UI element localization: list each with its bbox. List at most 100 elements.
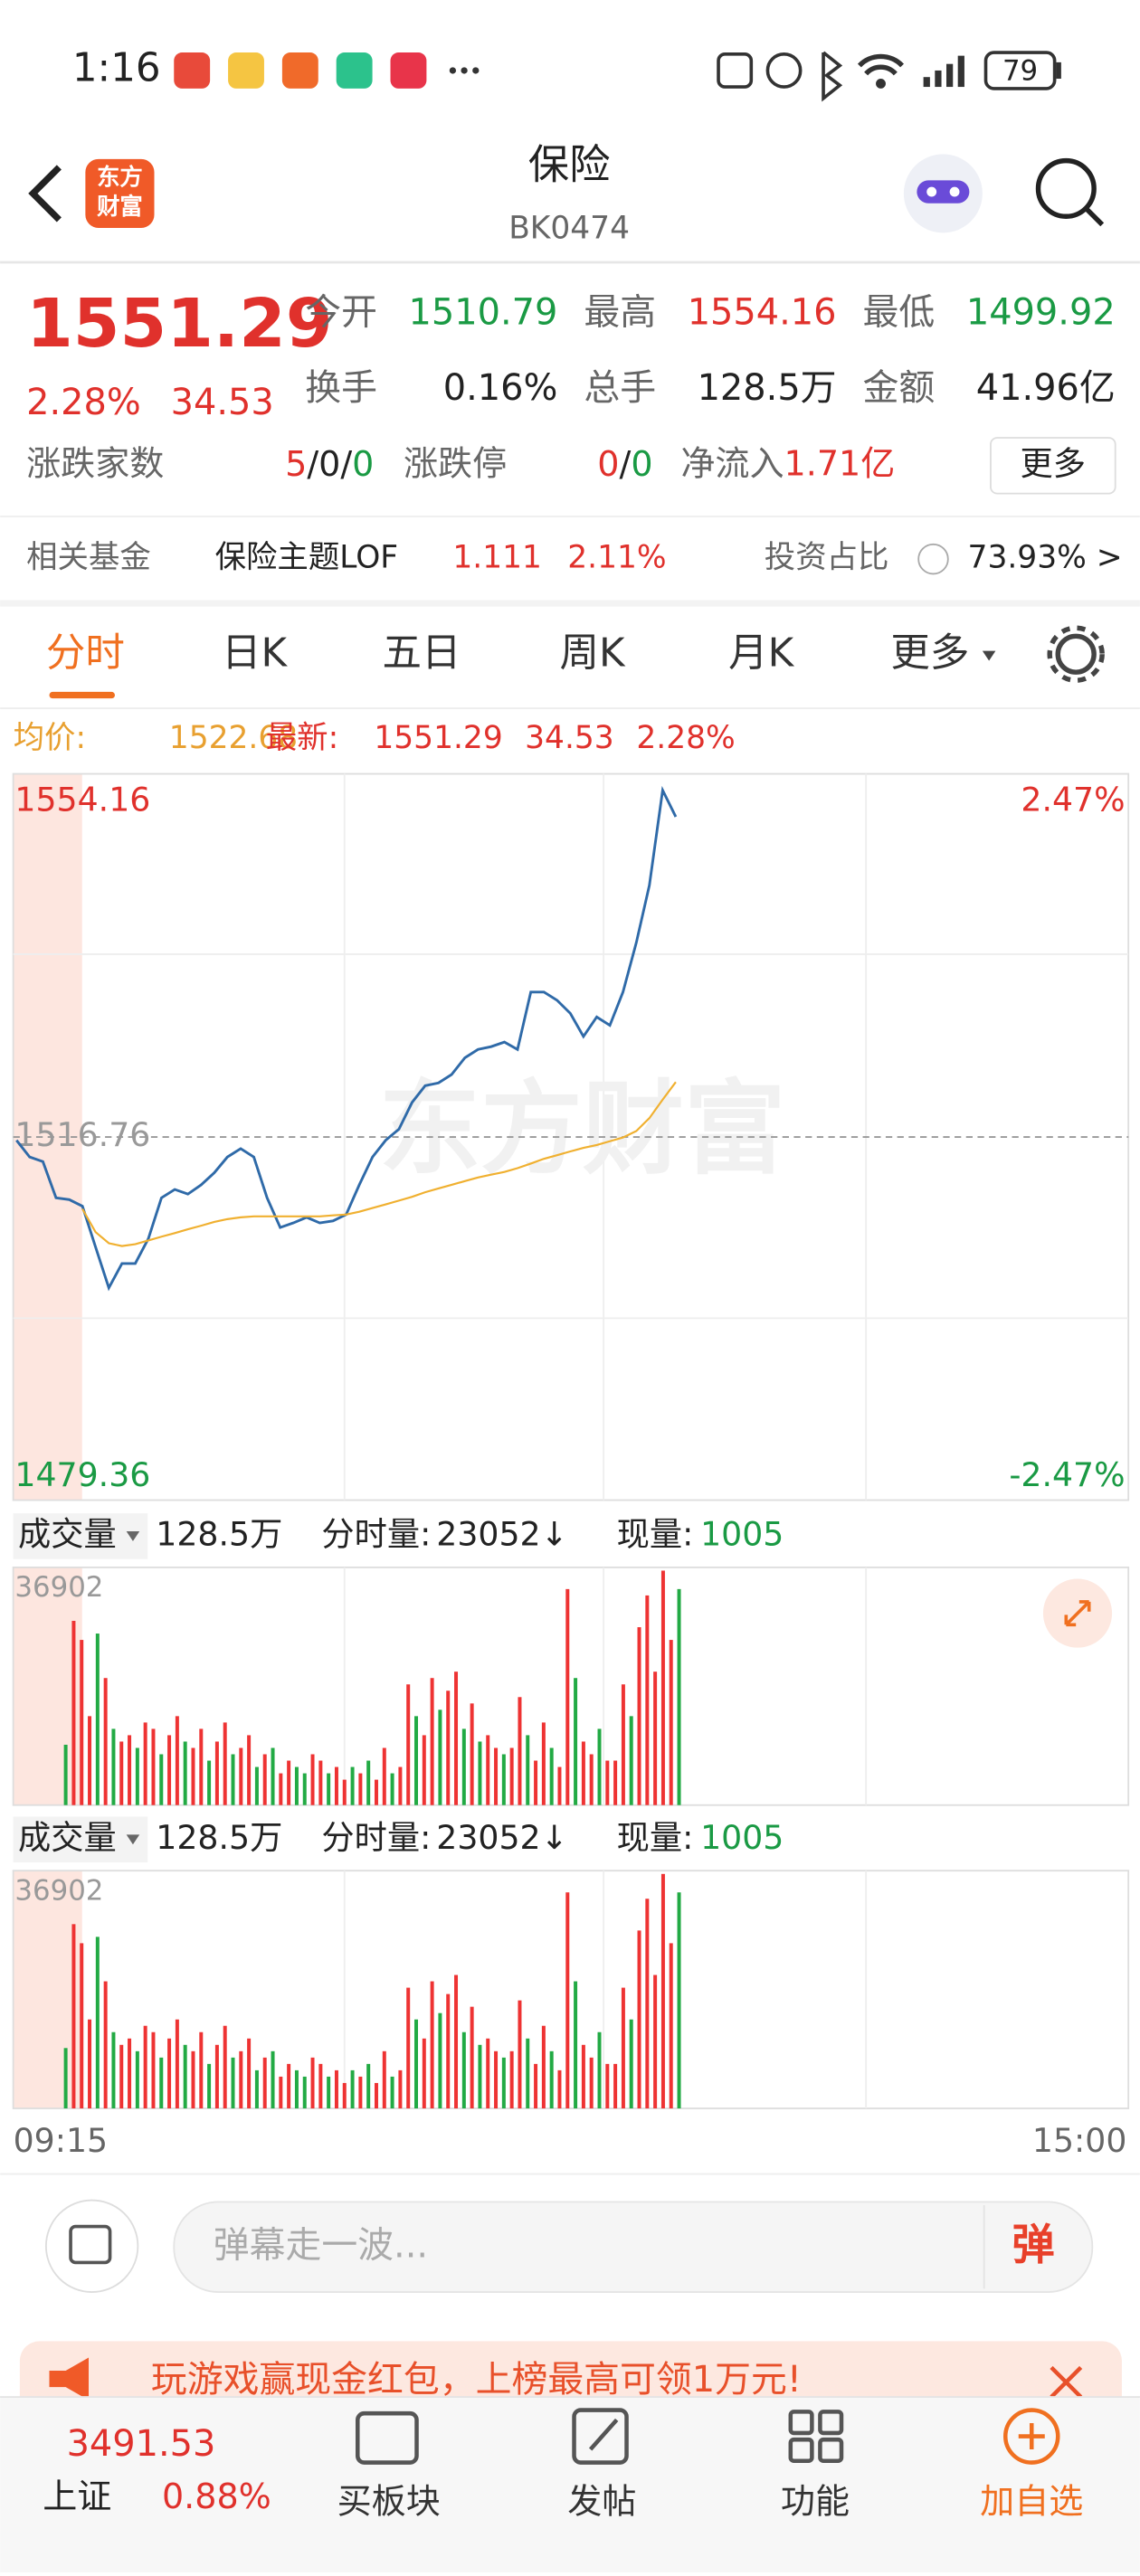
nav-item[interactable]: 功能 [781, 2481, 850, 2521]
volume-bar [438, 1709, 442, 1805]
volume-bar [327, 2076, 331, 2109]
stats: 今开 1510.79 最高 1554.16 最低 1499.92 换手 0.16% 总手 128.… [305, 292, 1115, 409]
stat-value: 0/0 [597, 443, 652, 483]
nav-item[interactable]: 加自选 [980, 2481, 1083, 2521]
volume-bar [310, 1754, 315, 1805]
tab[interactable]: 更多 [890, 631, 969, 677]
tab[interactable]: 分时 [46, 631, 125, 677]
volume-bar [629, 1716, 633, 1805]
volume-bar [549, 2050, 554, 2109]
tab[interactable]: 月K [728, 631, 794, 677]
current-volume: 1005 [700, 1514, 784, 1553]
ratio-value[interactable]: 73.93% > [968, 540, 1123, 576]
volume-bar [287, 1760, 291, 1805]
volume-bar [438, 2012, 442, 2109]
expand-button[interactable] [1042, 1578, 1113, 1648]
separator: / [619, 443, 631, 483]
volume-bar [478, 1741, 482, 1805]
volume-bar [645, 1899, 650, 2109]
index-value[interactable]: 3491.53 [67, 2423, 216, 2465]
volume-bar [374, 2082, 378, 2109]
period-volume: 23052↓ [436, 1514, 568, 1553]
tab[interactable]: 五日 [382, 631, 461, 677]
nav-item[interactable]: 发帖 [567, 2481, 636, 2521]
volume-bar [214, 1741, 219, 1805]
stat-value: 1.71亿 [784, 443, 896, 483]
volume-bar [103, 1678, 108, 1805]
volume-bar [135, 2050, 139, 2109]
logo-text: 财富 [97, 193, 143, 220]
last-pct: 2.28% [636, 720, 735, 756]
volume-label-box[interactable] [13, 1513, 148, 1559]
stat-value: 5/0/0 [285, 443, 374, 483]
stat-label: 换手 [305, 367, 377, 409]
search-button[interactable] [1035, 157, 1105, 227]
volume-bar [534, 2063, 538, 2109]
volume-bar [470, 1703, 474, 1805]
logo[interactable] [85, 158, 155, 228]
tab[interactable]: 日K [222, 631, 288, 677]
volume-bar [191, 2050, 195, 2109]
volume-panel [12, 1870, 1130, 2109]
index-pct[interactable]: 0.88% [162, 2477, 271, 2516]
tab[interactable]: 周K [559, 631, 625, 677]
ad-close[interactable] [1050, 2365, 1083, 2399]
volume-bar [541, 1722, 546, 1805]
volume-bar [494, 2050, 499, 2109]
volume-bar [574, 1981, 578, 2109]
volume-bar [128, 2038, 132, 2109]
volume-bar [637, 1627, 641, 1805]
x-tick-label: 09:15 [14, 2121, 108, 2160]
help-icon[interactable] [917, 543, 949, 575]
y-tick-label: 1479.36 [14, 1455, 150, 1494]
volume-bar [461, 1728, 466, 1805]
divider [0, 600, 1140, 607]
assistant-avatar[interactable] [903, 154, 983, 233]
dropdown-icon [126, 1530, 140, 1541]
index-name[interactable]: 上证 [43, 2477, 111, 2516]
volume-bar [358, 2076, 363, 2109]
volume-bar [494, 1747, 499, 1805]
fund-name[interactable]: 保险主题LOF [215, 540, 399, 576]
stat-label: 最低 [863, 292, 936, 334]
volume-bar [334, 2069, 338, 2109]
danmaku-button[interactable]: 弹 [1012, 2221, 1055, 2270]
volume-bar [526, 2038, 530, 2109]
back-button[interactable] [28, 165, 62, 223]
volume-bar [183, 1741, 187, 1805]
list-button[interactable] [44, 2199, 139, 2293]
volume-bar [287, 2063, 291, 2109]
volume-bar [342, 2082, 347, 2109]
volume-bar [151, 2031, 156, 2109]
volume-bar [231, 2057, 235, 2109]
comment-input[interactable] [173, 2201, 1094, 2293]
period-volume: 23052↓ [436, 1818, 568, 1857]
volume-bar [605, 1760, 610, 1805]
volume-bar [143, 2025, 147, 2109]
volume-bar [103, 1981, 108, 2109]
volume-bar [589, 1754, 594, 1805]
volume-bar [262, 2057, 267, 2109]
volume-bar [254, 2069, 259, 2109]
volume-bar [518, 2000, 522, 2109]
ad-text: 玩游戏赢现金红包，上榜最高可领1万元! [151, 2359, 802, 2401]
nav-item[interactable]: 买板块 [337, 2481, 441, 2521]
bottom-bar [0, 2397, 1140, 2572]
logo-text: 东方 [97, 164, 143, 191]
volume-bar [294, 1766, 299, 1805]
volume-bar [207, 2063, 212, 2109]
more-button[interactable] [990, 437, 1116, 495]
dropdown-icon [126, 1834, 140, 1845]
volume-bar [167, 2038, 172, 2109]
volume-bar [223, 2025, 227, 2109]
dropdown-icon [982, 650, 996, 661]
stat-value: 1510.79 [409, 292, 558, 334]
volume-label-box[interactable] [13, 1816, 148, 1863]
page-title: 保险 [528, 140, 611, 188]
settings-button[interactable] [1047, 625, 1105, 683]
stat-value: 128.5万 [698, 367, 837, 409]
stat-label: 涨跌停 [404, 443, 507, 483]
price-line [15, 785, 678, 1292]
pre-market-shade [13, 1870, 82, 2109]
volume-label: 成交量 [18, 1818, 117, 1857]
